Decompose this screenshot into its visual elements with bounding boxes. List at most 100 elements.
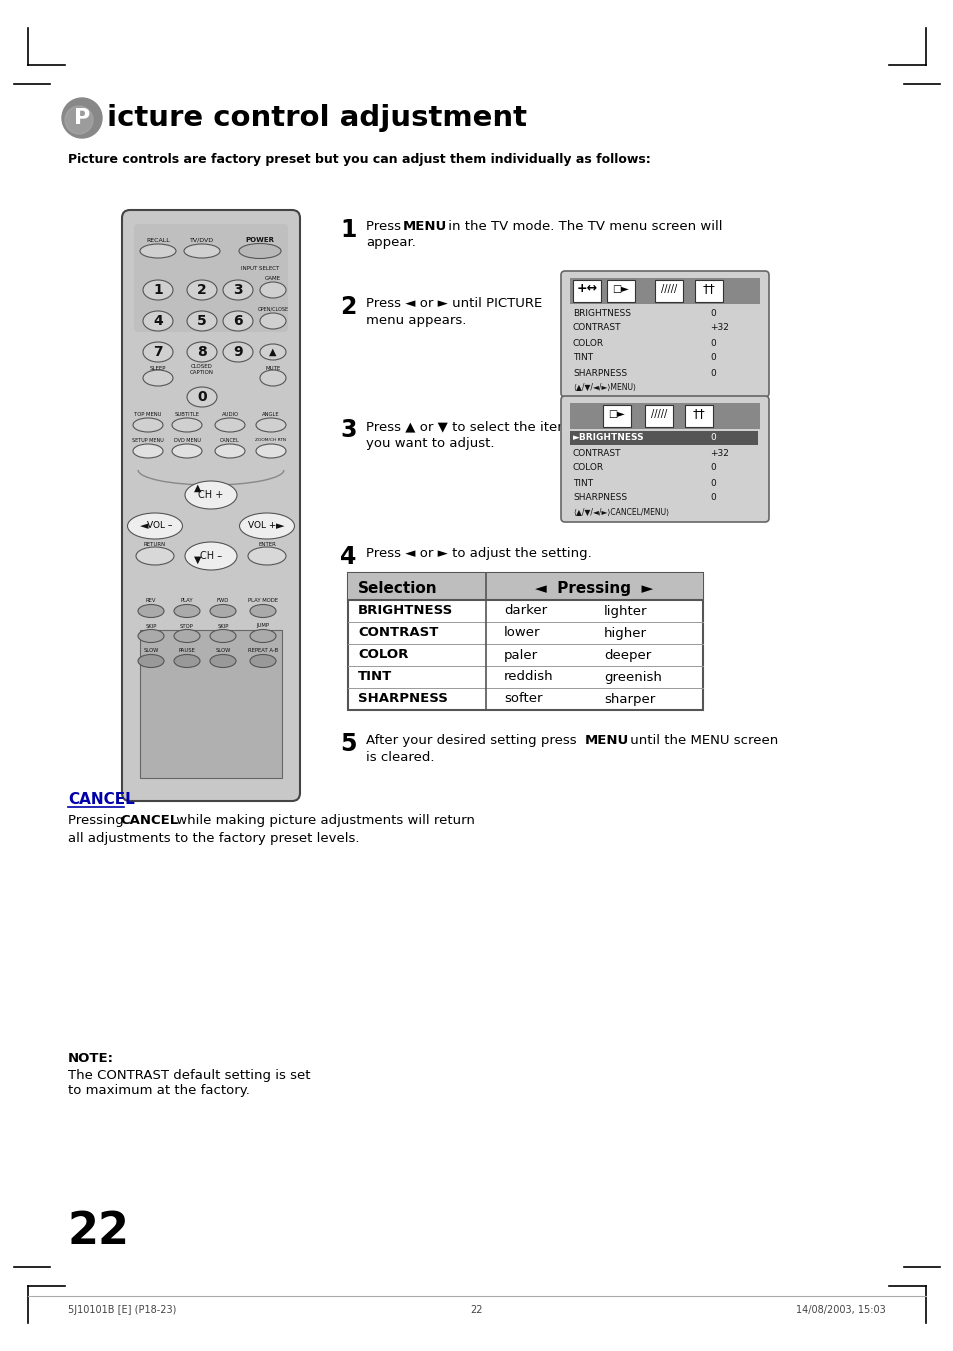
- Ellipse shape: [138, 654, 164, 667]
- Text: you want to adjust.: you want to adjust.: [366, 436, 494, 450]
- Text: REPEAT A-B: REPEAT A-B: [248, 647, 278, 653]
- Text: Press ◄ or ► until PICTURE: Press ◄ or ► until PICTURE: [366, 297, 541, 309]
- Ellipse shape: [143, 280, 172, 300]
- Ellipse shape: [140, 245, 175, 258]
- Bar: [348, 573, 702, 600]
- Text: 8: 8: [197, 345, 207, 359]
- Text: ◄: ◄: [139, 521, 148, 531]
- Text: lower: lower: [503, 627, 540, 639]
- Text: FWD: FWD: [216, 597, 229, 603]
- Text: +32: +32: [709, 449, 728, 458]
- Text: RECALL: RECALL: [146, 238, 170, 242]
- Ellipse shape: [260, 345, 286, 359]
- Text: darker: darker: [503, 604, 547, 617]
- Text: ►: ►: [275, 521, 284, 531]
- Text: TINT: TINT: [573, 478, 593, 488]
- Text: ††: ††: [702, 282, 715, 296]
- Text: VOL +: VOL +: [248, 521, 276, 531]
- Text: reddish: reddish: [503, 670, 553, 684]
- Text: AUDIO: AUDIO: [221, 412, 238, 417]
- Ellipse shape: [128, 513, 182, 539]
- Text: ▼: ▼: [194, 555, 201, 565]
- Ellipse shape: [185, 542, 236, 570]
- Text: STOP: STOP: [180, 624, 193, 628]
- Text: □►: □►: [612, 284, 629, 295]
- Text: COLOR: COLOR: [357, 648, 408, 662]
- FancyBboxPatch shape: [560, 272, 768, 397]
- Ellipse shape: [260, 370, 286, 386]
- Text: REV: REV: [146, 597, 156, 603]
- Ellipse shape: [210, 604, 235, 617]
- Text: ANGLE: ANGLE: [262, 412, 279, 417]
- Text: □►: □►: [608, 409, 625, 419]
- Text: 1: 1: [339, 218, 356, 242]
- Text: 3: 3: [339, 417, 356, 442]
- Text: lighter: lighter: [603, 604, 647, 617]
- Text: paler: paler: [503, 648, 537, 662]
- Text: deeper: deeper: [603, 648, 651, 662]
- Text: +32: +32: [709, 323, 728, 332]
- Text: DVD MENU: DVD MENU: [173, 438, 200, 443]
- Text: 4: 4: [153, 313, 163, 328]
- Text: JUMP: JUMP: [256, 624, 269, 628]
- Text: COLOR: COLOR: [573, 339, 603, 347]
- Ellipse shape: [260, 282, 286, 299]
- Text: menu appears.: menu appears.: [366, 313, 466, 327]
- Text: Press: Press: [366, 220, 405, 232]
- Bar: [644, 405, 672, 427]
- Ellipse shape: [187, 280, 216, 300]
- Ellipse shape: [187, 311, 216, 331]
- Text: 5J10101B [E] (P18-23): 5J10101B [E] (P18-23): [68, 1305, 176, 1315]
- Text: greenish: greenish: [603, 670, 661, 684]
- Text: SUBTITLE: SUBTITLE: [174, 412, 199, 417]
- Text: 2: 2: [197, 282, 207, 297]
- Bar: [569, 278, 760, 304]
- Ellipse shape: [138, 604, 164, 617]
- Text: Press ◄ or ► to adjust the setting.: Press ◄ or ► to adjust the setting.: [366, 547, 591, 561]
- Ellipse shape: [214, 417, 245, 432]
- Ellipse shape: [239, 513, 294, 539]
- Ellipse shape: [185, 481, 236, 509]
- Text: 0: 0: [709, 434, 715, 443]
- Text: 2: 2: [339, 295, 356, 319]
- Text: ††: ††: [692, 408, 704, 420]
- Text: 0: 0: [709, 493, 715, 503]
- Text: sharper: sharper: [603, 693, 655, 705]
- Text: BRIGHTNESS: BRIGHTNESS: [573, 308, 630, 317]
- Text: INPUT SELECT: INPUT SELECT: [240, 266, 279, 270]
- Ellipse shape: [250, 654, 275, 667]
- Text: /////: /////: [650, 409, 666, 419]
- Text: 1: 1: [153, 282, 163, 297]
- Ellipse shape: [239, 243, 281, 258]
- Ellipse shape: [143, 311, 172, 331]
- Text: PAUSE: PAUSE: [178, 647, 195, 653]
- Text: ▲: ▲: [194, 484, 201, 493]
- Text: CANCEL: CANCEL: [120, 815, 178, 827]
- Text: After your desired setting press: After your desired setting press: [366, 734, 580, 747]
- Text: 0: 0: [709, 339, 715, 347]
- Ellipse shape: [143, 370, 172, 386]
- Text: TV/DVD: TV/DVD: [190, 238, 213, 242]
- Text: TOP MENU: TOP MENU: [134, 412, 162, 417]
- Text: RETURN: RETURN: [144, 543, 166, 547]
- Text: MUTE: MUTE: [265, 366, 280, 370]
- Text: 9: 9: [233, 345, 243, 359]
- Text: ►BRIGHTNESS: ►BRIGHTNESS: [573, 434, 644, 443]
- Text: VOL –: VOL –: [147, 521, 172, 531]
- Text: CAPTION: CAPTION: [190, 370, 213, 376]
- Bar: [695, 280, 722, 303]
- Text: 4: 4: [339, 544, 356, 569]
- Ellipse shape: [250, 630, 275, 643]
- Circle shape: [62, 99, 102, 138]
- Text: NOTE:: NOTE:: [68, 1052, 113, 1065]
- Ellipse shape: [223, 342, 253, 362]
- Ellipse shape: [138, 630, 164, 643]
- Text: SKIP: SKIP: [145, 624, 156, 628]
- Text: 6: 6: [233, 313, 243, 328]
- Text: all adjustments to the factory preset levels.: all adjustments to the factory preset le…: [68, 832, 359, 844]
- Ellipse shape: [173, 654, 200, 667]
- FancyBboxPatch shape: [133, 224, 288, 332]
- Text: BRIGHTNESS: BRIGHTNESS: [357, 604, 453, 617]
- Text: appear.: appear.: [366, 236, 416, 249]
- Text: 22: 22: [68, 1210, 130, 1252]
